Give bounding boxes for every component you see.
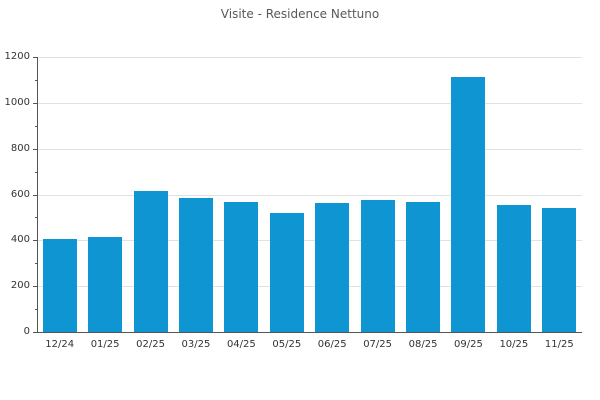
bar-09/25 xyxy=(451,76,486,332)
bar-11/25 xyxy=(542,208,577,332)
y-major-tick xyxy=(33,195,37,196)
x-tick-label: 08/25 xyxy=(408,339,438,350)
x-tick-label: 06/25 xyxy=(317,339,347,350)
y-gridline xyxy=(37,149,582,150)
x-tick-label: 04/25 xyxy=(226,339,256,350)
bar-08/25 xyxy=(406,202,441,332)
x-tick-label: 12/24 xyxy=(45,339,75,350)
bar-12/24 xyxy=(42,239,77,332)
x-tick-label: 03/25 xyxy=(181,339,211,350)
y-major-tick xyxy=(33,286,37,287)
y-major-tick xyxy=(33,332,37,333)
y-gridline xyxy=(37,103,582,104)
y-gridline xyxy=(37,195,582,196)
y-tick-label: 1000 xyxy=(4,97,30,108)
y-minor-tick xyxy=(35,309,37,310)
y-minor-tick xyxy=(35,263,37,264)
bar-03/25 xyxy=(178,197,213,332)
y-tick-label: 0 xyxy=(23,326,30,337)
y-tick-label: 400 xyxy=(10,234,30,245)
x-axis-spine xyxy=(37,332,582,333)
y-minor-tick xyxy=(35,126,37,127)
y-gridline xyxy=(37,57,582,58)
y-tick-label: 800 xyxy=(10,143,30,154)
x-tick-label: 02/25 xyxy=(136,339,165,350)
y-gridline xyxy=(37,286,582,287)
y-minor-tick xyxy=(35,217,37,218)
bar-07/25 xyxy=(360,200,395,332)
y-tick-label: 1200 xyxy=(4,51,30,62)
y-minor-tick xyxy=(35,80,37,81)
bar-04/25 xyxy=(224,202,259,332)
y-major-tick xyxy=(33,149,37,150)
x-tick-label: 11/25 xyxy=(544,339,574,350)
bar-06/25 xyxy=(315,203,350,332)
y-major-tick xyxy=(33,57,37,58)
y-tick-label: 200 xyxy=(10,280,30,291)
y-tick-label: 600 xyxy=(10,189,30,200)
x-tick-label: 07/25 xyxy=(363,339,393,350)
y-minor-tick xyxy=(35,172,37,173)
x-tick-label: 05/25 xyxy=(272,339,302,350)
y-major-tick xyxy=(33,240,37,241)
y-major-tick xyxy=(33,103,37,104)
bar-05/25 xyxy=(269,213,304,332)
bar-01/25 xyxy=(88,236,123,332)
bar-10/25 xyxy=(496,204,531,332)
x-tick-label: 09/25 xyxy=(454,339,483,350)
y-axis-spine xyxy=(37,57,38,333)
x-tick-label: 01/25 xyxy=(90,339,120,350)
bar-02/25 xyxy=(133,190,168,332)
chart-title: Visite - Residence Nettuno xyxy=(220,7,380,21)
x-tick-label: 10/25 xyxy=(499,339,529,350)
y-gridline xyxy=(37,240,582,241)
